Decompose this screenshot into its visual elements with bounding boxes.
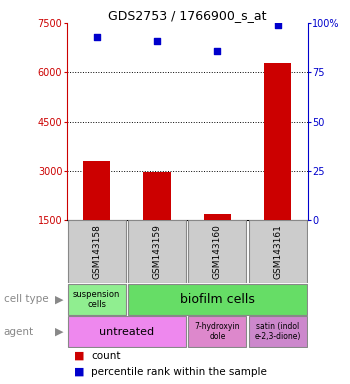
Bar: [188, 220, 246, 283]
Text: cell type: cell type: [4, 295, 48, 305]
Bar: [128, 284, 307, 315]
Text: untreated: untreated: [99, 327, 154, 337]
Text: GSM143159: GSM143159: [153, 224, 162, 279]
Point: [215, 48, 220, 54]
Bar: [188, 316, 246, 347]
Text: GSM143158: GSM143158: [92, 224, 101, 279]
Bar: [144, 172, 171, 220]
Text: agent: agent: [4, 327, 34, 337]
Bar: [204, 214, 231, 220]
Text: 7-hydroxyin
dole: 7-hydroxyin dole: [195, 322, 240, 341]
Text: suspension
cells: suspension cells: [73, 290, 120, 309]
Text: biofilm cells: biofilm cells: [180, 293, 255, 306]
Text: ■: ■: [74, 351, 84, 361]
Text: ■: ■: [74, 367, 84, 377]
Title: GDS2753 / 1766900_s_at: GDS2753 / 1766900_s_at: [108, 9, 266, 22]
Bar: [68, 284, 126, 315]
Bar: [68, 220, 126, 283]
Text: GSM143160: GSM143160: [213, 224, 222, 279]
Bar: [264, 63, 292, 220]
Text: percentile rank within the sample: percentile rank within the sample: [91, 367, 267, 377]
Bar: [68, 316, 186, 347]
Bar: [249, 316, 307, 347]
Text: ▶: ▶: [55, 295, 64, 305]
Text: satin (indol
e-2,3-dione): satin (indol e-2,3-dione): [254, 322, 301, 341]
Point: [94, 34, 99, 40]
Bar: [83, 161, 110, 220]
Text: ▶: ▶: [55, 327, 64, 337]
Bar: [249, 220, 307, 283]
Point: [154, 38, 160, 44]
Bar: [128, 220, 186, 283]
Point: [275, 22, 281, 28]
Text: count: count: [91, 351, 120, 361]
Text: GSM143161: GSM143161: [273, 224, 282, 279]
